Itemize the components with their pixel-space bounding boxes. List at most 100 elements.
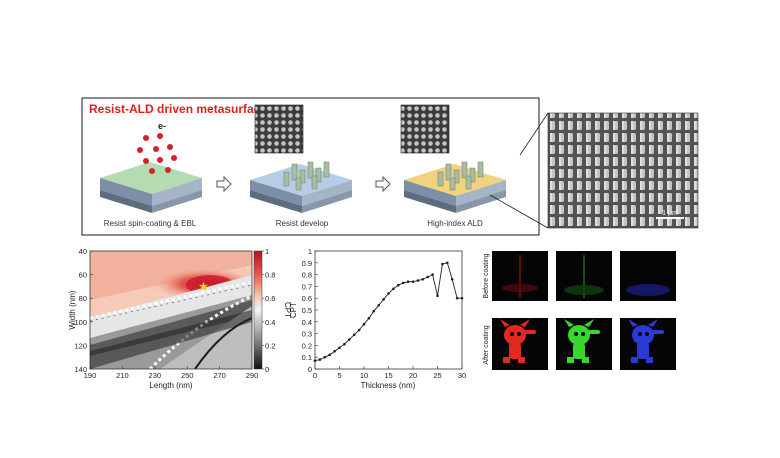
cpt-series-points [313, 261, 464, 363]
cpt-data-point [372, 309, 376, 313]
pillars [437, 161, 484, 191]
electron-dot [157, 133, 163, 139]
line-chart-x-tick-label: 10 [360, 371, 368, 380]
electron-dot [153, 146, 159, 152]
electron-beam: e- [137, 121, 177, 174]
heatmap-x-tick-label: 290 [246, 371, 259, 380]
cpt-data-point [397, 283, 400, 287]
line-chart-x-tick-label: 25 [433, 371, 441, 380]
heatmap-y-tick-label: 40 [79, 247, 87, 256]
line-chart-x-tick-label: 20 [409, 371, 417, 380]
heatmap-colorbar: 0 0.2 0.4 0.6 0.8 1 CPT [253, 247, 292, 374]
step-spin-coating: e- Resist spin-coating & EBL [100, 121, 202, 228]
line-chart-y-tick-label: 0.8 [302, 271, 312, 280]
zoom-line [519, 112, 549, 156]
electron-label: e- [158, 121, 166, 131]
cpt-data-point [367, 317, 371, 320]
heatmap-x-tick-label: 270 [213, 371, 226, 380]
optimum-star-marker [198, 281, 209, 291]
heatmap-x-tick-label: 230 [149, 371, 162, 380]
colorbar-tick-label: 1 [265, 247, 269, 256]
line-chart-x-ticks: 0 5 10 15 20 25 30 [313, 366, 466, 380]
step-label-spin-coating: Resist spin-coating & EBL [104, 219, 197, 228]
sem-image: 1 μm [547, 112, 699, 229]
line-chart-xlabel: Thickness (nm) [361, 381, 416, 390]
electron-dot [137, 147, 143, 153]
line-chart-y-tick-label: 0.9 [302, 259, 312, 268]
step-ald: High-index ALD [400, 104, 506, 228]
cpt-data-point [446, 261, 449, 265]
cpt-data-point [348, 338, 351, 341]
heatmap-x-tick-label: 250 [181, 371, 194, 380]
electron-dot [167, 144, 173, 150]
line-chart-ylabel: CPT [289, 302, 298, 318]
heatmap-ylabel: Width (nm) [68, 290, 77, 329]
line-chart-x-tick-label: 0 [313, 371, 317, 380]
line-chart-y-ticks: 0 0.1 0.2 0.3 0.4 0.5 0.6 0.7 0.8 0.9 1 [302, 247, 318, 374]
electron-dot [171, 155, 177, 161]
row-label-after: After coating [483, 325, 490, 364]
cpt-data-point [318, 358, 322, 361]
cpt-data-point [362, 322, 366, 326]
line-chart-x-tick-label: 15 [384, 371, 392, 380]
hologram-before-blue [620, 251, 676, 301]
cpt-data-point [421, 278, 425, 281]
cpt-data-point [460, 296, 464, 300]
cpt-data-point [343, 342, 346, 346]
cpt-data-point [323, 355, 327, 359]
line-chart-y-tick-label: 0.5 [302, 306, 312, 315]
electron-dot [143, 158, 149, 164]
pillars [283, 161, 330, 191]
colorbar-tick-label: 0.4 [265, 318, 275, 327]
step-label-ald: High-index ALD [427, 219, 483, 228]
cpt-data-point [401, 281, 405, 285]
colorbar-gradient [253, 250, 263, 370]
hologram-before-red [492, 251, 548, 301]
line-chart-x-tick-label: 30 [458, 371, 466, 380]
heatmap-xlabel: Length (nm) [149, 381, 192, 390]
heatmap-field [90, 251, 252, 369]
colorbar-tick-label: 0.6 [265, 294, 275, 303]
cpt-heatmap: 190 210 230 250 270 290 40 60 80 100 120 140 Lengt… [68, 247, 292, 390]
line-chart-y-tick-label: 0 [308, 365, 312, 374]
row-label-before: Before coating [483, 253, 490, 298]
cpt-data-point [313, 359, 317, 363]
heatmap-y-tick-label: 140 [74, 365, 87, 374]
cpt-data-point [338, 346, 341, 350]
panel-title: Resist-ALD driven metasurface [89, 102, 267, 116]
electron-dot [143, 135, 149, 141]
cpt-data-point [455, 296, 459, 300]
line-chart-y-tick-label: 0.4 [302, 318, 312, 327]
colorbar-tick-label: 0 [265, 365, 269, 374]
hologram-before-green [556, 251, 612, 301]
hologram-after-green [556, 318, 612, 370]
electron-dot [149, 168, 155, 174]
cpt-thickness-chart: 0 5 10 15 20 25 30 00.10.20.30.40.50.60.70.80.… [289, 247, 466, 390]
scale-bar-label: 1 μm [662, 210, 678, 217]
line-chart-y-tick-label: 1 [308, 247, 312, 256]
colorbar-tick-label: 0.2 [265, 341, 275, 350]
heatmap-frame [89, 250, 253, 370]
sem-inset-ald [400, 104, 450, 154]
cpt-data-point [431, 273, 434, 276]
line-chart-y-tick-label: 0.6 [302, 294, 312, 303]
hologram-after-blue [620, 318, 676, 370]
heatmap-y-tick-label: 80 [79, 294, 87, 303]
sem-inset-develop [254, 104, 304, 154]
heatmap-y-tick-label: 120 [74, 341, 87, 350]
step-develop: Resist develop [250, 104, 352, 228]
cpt-data-point [392, 287, 395, 291]
zoom-line [489, 194, 549, 229]
step-label-develop: Resist develop [276, 219, 329, 228]
process-arrow [375, 175, 391, 193]
line-chart-y-tick-label: 0.2 [302, 341, 312, 350]
cpt-data-point [436, 294, 439, 298]
heatmap-y-ticks: 40 60 80 100 120 140 [74, 247, 93, 374]
cpt-data-point [426, 275, 430, 279]
hologram-after-red [492, 318, 548, 370]
electron-dot [165, 167, 171, 173]
cpt-data-point [387, 292, 390, 295]
colorbar-ticks: 0 0.2 0.4 0.6 0.8 1 [262, 247, 275, 374]
cpt-data-point [406, 280, 410, 284]
